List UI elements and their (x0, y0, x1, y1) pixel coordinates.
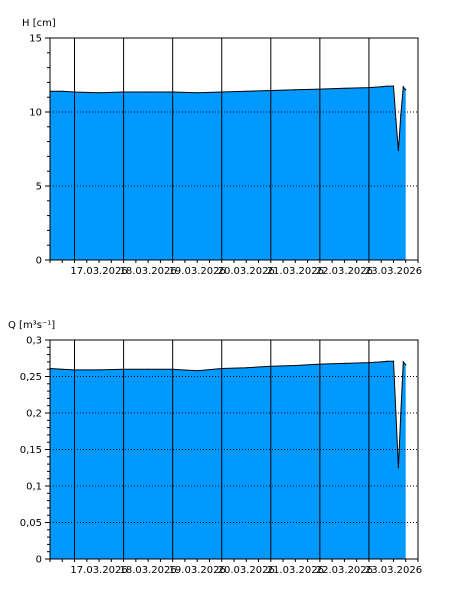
h-x-tick-label: 20.03.2026 (218, 266, 275, 277)
h-data-point (380, 86, 382, 88)
q-y-tick-label: 0,1 (26, 482, 42, 493)
q-y-tick-label: 0,05 (20, 518, 42, 529)
q-data-point (98, 369, 100, 371)
q-y-tick-label: 0 (36, 555, 42, 566)
q-grid-layer (50, 340, 418, 559)
h-x-tick-label: 18.03.2026 (120, 266, 177, 277)
q-area-layer (49, 360, 407, 559)
h-x-tick-label: 19.03.2026 (169, 266, 226, 277)
q-data-point (386, 360, 388, 362)
q-x-tick-label: 17.03.2026 (70, 565, 127, 576)
q-data-point (402, 361, 404, 363)
h-grid-layer (50, 38, 418, 260)
h-x-tick-label: 17.03.2026 (70, 266, 127, 277)
q-x-tick-label: 23.03.2026 (365, 565, 422, 576)
q-axes-layer: 0 0,05 0,1 0,15 0,2 0,25 0,3 17.03.202618.03.20… (20, 336, 422, 577)
q-y-tick-label: 0,3 (26, 336, 42, 347)
h-data-point (397, 149, 399, 152)
q-x-tick-label: 21.03.2026 (267, 565, 324, 576)
q-x-tick-label: 19.03.2026 (169, 565, 226, 576)
q-data-point (294, 364, 296, 367)
h-ylabel: H [cm] (22, 18, 56, 29)
h-data-point (61, 90, 63, 92)
h-x-tick-label: 22.03.2026 (316, 266, 373, 277)
h-data-point (147, 91, 149, 93)
h-axes-layer: 0 5 10 15 17.03.202618.03.202619.03.202620.0… (29, 34, 422, 278)
q-series-area (50, 361, 406, 559)
h-data-point (405, 89, 407, 91)
q-y-tick-label: 0,15 (20, 445, 42, 456)
h-data-point (245, 90, 247, 92)
q-data-point (392, 360, 395, 362)
q-data-point (147, 368, 149, 370)
q-x-tick-label: 22.03.2026 (316, 565, 373, 576)
q-ylabel: Q [m³s⁻¹] (8, 320, 55, 331)
h-data-point (294, 89, 296, 91)
q-data-point (397, 467, 399, 469)
h-chart: 0 5 10 15 17.03.202618.03.202619.03.202620.0… (22, 18, 422, 277)
q-y-tick-label: 0,25 (20, 372, 42, 383)
h-data-point (402, 86, 404, 88)
q-data-point (196, 370, 198, 372)
h-x-tick-label: 21.03.2026 (267, 266, 324, 277)
h-y-tick-label: 15 (29, 34, 42, 45)
h-data-point (395, 118, 397, 120)
q-y-tick-label: 0,2 (26, 409, 42, 420)
q-x-tick-label: 20.03.2026 (218, 565, 275, 576)
q-data-point (405, 364, 407, 366)
h-series-area (50, 86, 406, 260)
h-y-tick-label: 5 (36, 182, 42, 193)
h-data-point (343, 87, 345, 89)
h-y-tick-label: 0 (36, 256, 42, 267)
h-y-tick-label: 10 (29, 108, 42, 119)
q-data-point (61, 368, 63, 370)
h-x-tick-label: 23.03.2026 (365, 266, 422, 277)
h-data-point (392, 85, 395, 87)
q-x-tick-label: 18.03.2026 (120, 565, 177, 576)
q-data-point (245, 367, 247, 369)
q-data-point (380, 361, 382, 363)
h-data-point (400, 114, 402, 116)
h-data-point (196, 92, 198, 94)
h-data-point (98, 92, 100, 94)
h-data-point (386, 85, 388, 87)
q-data-point (343, 362, 345, 364)
q-chart: 0 0,05 0,1 0,15 0,2 0,25 0,3 17.03.202618.03.20… (8, 320, 422, 576)
